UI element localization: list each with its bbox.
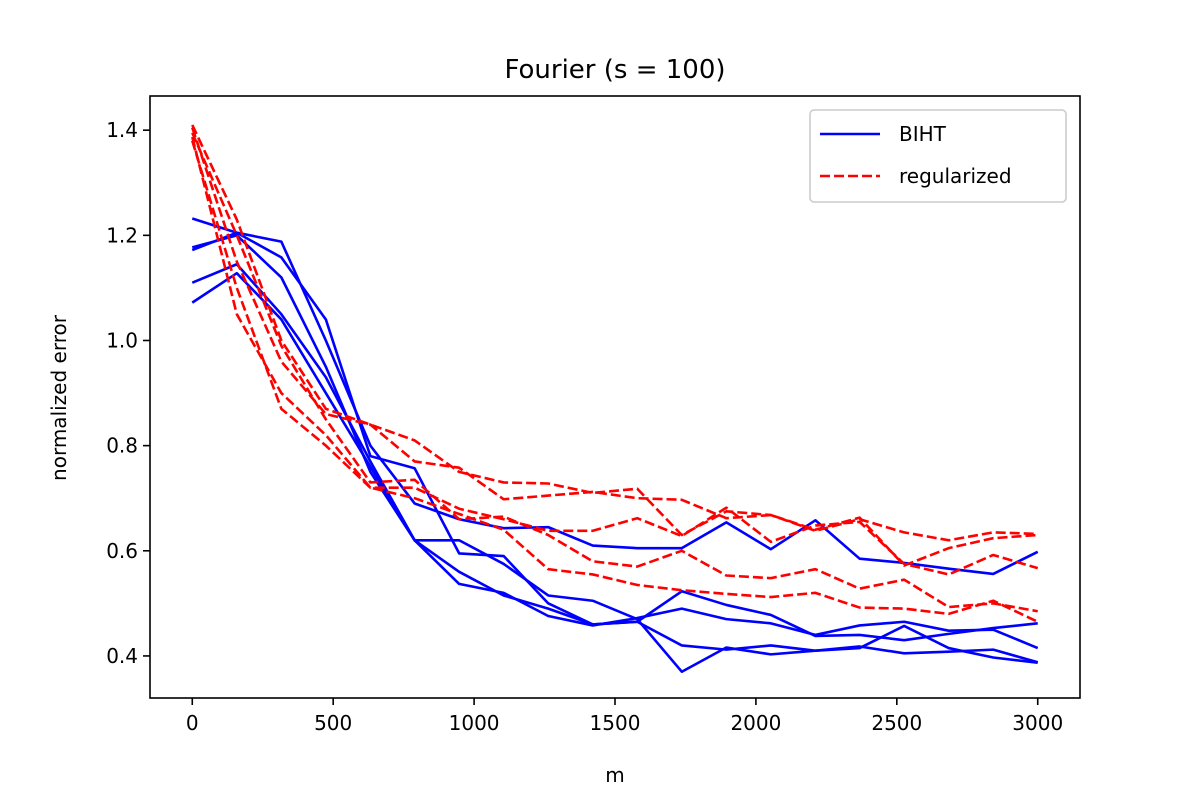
series-line-regularized-9 bbox=[191, 140, 1039, 576]
legend-label-biht: BIHT bbox=[899, 122, 947, 146]
y-tick-label: 0.6 bbox=[106, 539, 138, 563]
x-tick-label: 2000 bbox=[730, 711, 781, 735]
y-tick-label: 1.0 bbox=[106, 328, 138, 352]
series-line-biht-3 bbox=[191, 234, 1039, 674]
x-tick-label: 0 bbox=[186, 711, 199, 735]
series-line-regularized-7 bbox=[191, 132, 1038, 613]
series-line-regularized-10 bbox=[191, 127, 1038, 567]
y-tick-label: 1.2 bbox=[106, 223, 138, 247]
series-line-regularized-6 bbox=[191, 124, 1038, 542]
x-tick-label: 3000 bbox=[1012, 711, 1063, 735]
series-layer bbox=[191, 124, 1039, 674]
legend: BIHT regularized bbox=[809, 109, 1067, 203]
x-tick-label: 1000 bbox=[449, 711, 500, 735]
axes-layer: 0 500 1000 1500 2000 2500 3000 0.4 0.6 0.8 1.0 1.2 1… bbox=[106, 95, 1081, 735]
y-tick-label: 1.4 bbox=[106, 118, 138, 142]
x-tick-label: 2500 bbox=[871, 711, 922, 735]
x-tick-label: 500 bbox=[314, 711, 352, 735]
y-tick-label: 0.8 bbox=[106, 434, 138, 458]
legend-label-regularized: regularized bbox=[899, 164, 1012, 188]
x-axis-label: m bbox=[605, 763, 624, 787]
x-tick-label: 1500 bbox=[590, 711, 641, 735]
series-line-biht-2 bbox=[191, 231, 1038, 642]
series-line-biht-1 bbox=[191, 217, 1039, 576]
y-axis-label: normalized error bbox=[47, 314, 71, 481]
series-line-regularized-8 bbox=[191, 136, 1039, 623]
series-line-biht-5 bbox=[191, 271, 1039, 650]
y-tick-label: 0.4 bbox=[106, 644, 138, 668]
chart-title: Fourier (s = 100) bbox=[504, 55, 725, 85]
